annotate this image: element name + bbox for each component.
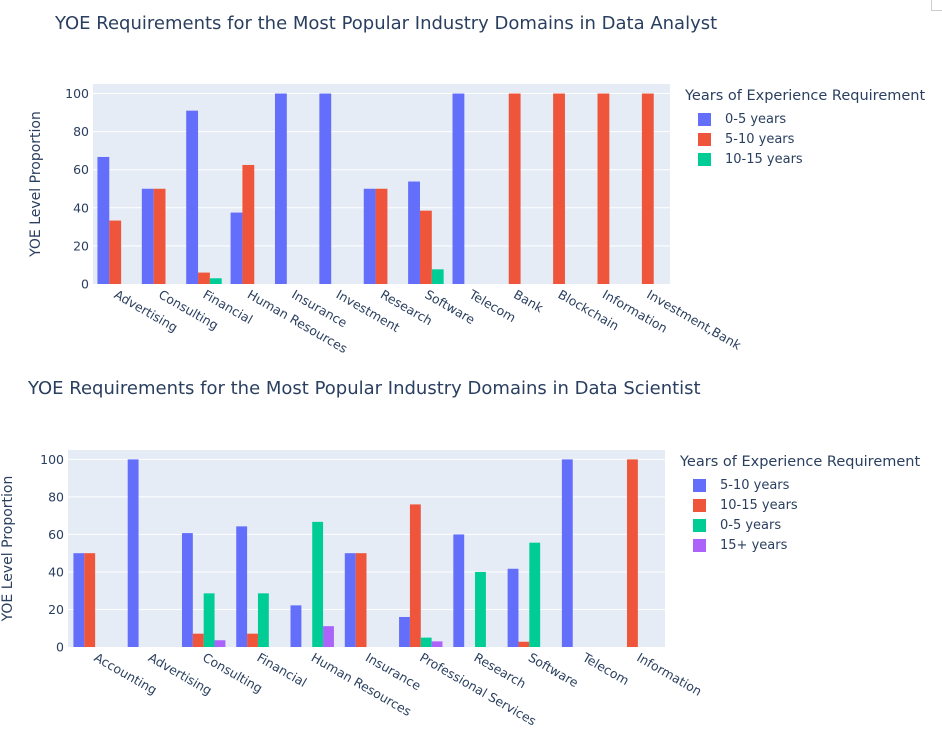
scientist-y-axis-title: YOE Level Proportion — [0, 476, 16, 623]
scientist-bar — [627, 459, 638, 647]
analyst-bar — [508, 93, 521, 285]
scientist-xtick-label: Information — [634, 650, 704, 699]
scientist-xtick-label: Software — [526, 650, 581, 691]
analyst-bar — [242, 164, 255, 284]
scientist-legend-swatch — [693, 518, 706, 532]
analyst-legend-title: Years of Experience Requirement — [685, 88, 926, 104]
scientist-ytick-label: 20 — [48, 602, 64, 617]
scientist-ytick-label: 80 — [48, 489, 64, 504]
analyst-ytick-label: 60 — [73, 162, 89, 177]
scientist-legend-item[interactable]: 10-15 years — [680, 495, 920, 515]
scientist-ytick-label: 60 — [48, 527, 64, 542]
scientist-legend-swatch — [693, 498, 706, 512]
analyst-bar — [641, 93, 654, 285]
scientist-legend-swatch — [693, 538, 706, 552]
scientist-bar — [420, 637, 432, 647]
analyst-ytick-label: 20 — [73, 238, 89, 253]
analyst-ytick-label: 100 — [65, 86, 89, 101]
scientist-bar — [344, 553, 356, 647]
scientist-bar — [181, 533, 193, 647]
analyst-ytick-label: 0 — [81, 277, 89, 292]
analyst-bar — [419, 210, 432, 284]
analyst-chart-plot: 020406080100AdvertisingConsultingFinanci… — [28, 84, 744, 356]
scientist-bar — [399, 616, 410, 647]
analyst-bar — [408, 181, 420, 284]
scientist-legend-swatch — [693, 478, 706, 492]
analyst-legend-item[interactable]: 0-5 years — [685, 109, 925, 129]
scientist-legend-label: 15+ years — [720, 537, 788, 553]
scientist-chart-plot: 020406080100AccountingAdvertisingConsult… — [0, 450, 705, 729]
scientist-legend-item[interactable]: 0-5 years — [680, 515, 920, 535]
scientist-bar — [355, 553, 367, 647]
scientist-bar — [290, 605, 302, 647]
scientist-legend-label: 5-10 years — [720, 477, 790, 493]
analyst-bar — [198, 272, 210, 284]
scientist-bar — [409, 504, 421, 647]
analyst-bar — [109, 220, 122, 284]
scientist-bar — [84, 553, 96, 647]
analyst-bar — [375, 188, 388, 284]
analyst-legend-item[interactable]: 5-10 years — [685, 129, 925, 149]
window-corner-mark — [931, 0, 942, 11]
scientist-legend-title: Years of Experience Requirement — [680, 454, 921, 470]
scientist-ytick-label: 40 — [48, 564, 64, 579]
scientist-chart-panel: YOE Requirements for the Most Popular In… — [0, 370, 942, 739]
analyst-legend-label: 0-5 years — [725, 111, 787, 127]
scientist-bar — [518, 641, 530, 647]
analyst-legend-swatch — [698, 132, 711, 146]
scientist-bar — [192, 633, 204, 647]
scientist-chart-legend: Years of Experience Requirement 5-10 yea… — [680, 454, 920, 555]
analyst-ytick-label: 40 — [73, 200, 89, 215]
analyst-legend-label: 5-10 years — [725, 131, 795, 147]
analyst-ytick-label: 80 — [73, 124, 89, 139]
scientist-bar — [247, 633, 258, 647]
scientist-bar — [431, 641, 443, 647]
scientist-legend-item[interactable]: 15+ years — [680, 535, 920, 555]
analyst-chart-panel: YOE Requirements for the Most Popular In… — [28, 13, 925, 356]
analyst-chart-title: YOE Requirements for the Most Popular In… — [55, 13, 718, 34]
scientist-bar — [257, 593, 269, 647]
scientist-bar — [312, 521, 324, 647]
scientist-bar — [214, 640, 226, 647]
analyst-bar — [141, 188, 154, 284]
scientist-chart-title: YOE Requirements for the Most Popular In… — [28, 378, 701, 399]
analyst-legend-swatch — [698, 152, 711, 166]
analyst-bar — [274, 93, 287, 285]
scientist-bar — [529, 542, 541, 647]
analyst-bar — [186, 110, 199, 285]
scientist-bar — [475, 571, 486, 647]
analyst-bar — [97, 156, 110, 284]
scientist-legend-item[interactable]: 5-10 years — [680, 475, 920, 495]
analyst-bar — [153, 188, 166, 284]
scientist-ytick-label: 100 — [40, 452, 64, 467]
scientist-bar — [323, 626, 334, 647]
scientist-bar — [73, 553, 85, 647]
analyst-bar — [452, 93, 465, 285]
analyst-y-axis-title: YOE Level Proportion — [28, 111, 44, 258]
analyst-legend-label: 10-15 years — [725, 151, 803, 167]
analyst-bar — [319, 93, 332, 285]
analyst-chart-legend: Years of Experience Requirement 0-5 year… — [685, 88, 925, 169]
scientist-bar — [203, 593, 215, 647]
scientist-legend-label: 0-5 years — [720, 517, 782, 533]
analyst-bar — [553, 93, 565, 285]
scientist-bar — [127, 459, 139, 647]
analyst-bar — [363, 188, 376, 284]
scientist-ytick-label: 0 — [56, 640, 64, 655]
scientist-xtick-label: Telecom — [579, 649, 632, 688]
analyst-legend-swatch — [698, 112, 711, 126]
analyst-bar — [431, 269, 444, 284]
scientist-bar — [507, 568, 519, 647]
scientist-legend-label: 10-15 years — [720, 497, 798, 513]
scientist-xtick-label: Human Resources — [309, 650, 414, 719]
analyst-bar — [230, 212, 243, 284]
scientist-bar — [561, 459, 573, 647]
analyst-bar — [597, 93, 610, 285]
scientist-bar — [236, 526, 248, 647]
analyst-legend-item[interactable]: 10-15 years — [685, 149, 925, 169]
scientist-bar — [453, 534, 465, 647]
analyst-bar — [209, 278, 222, 284]
